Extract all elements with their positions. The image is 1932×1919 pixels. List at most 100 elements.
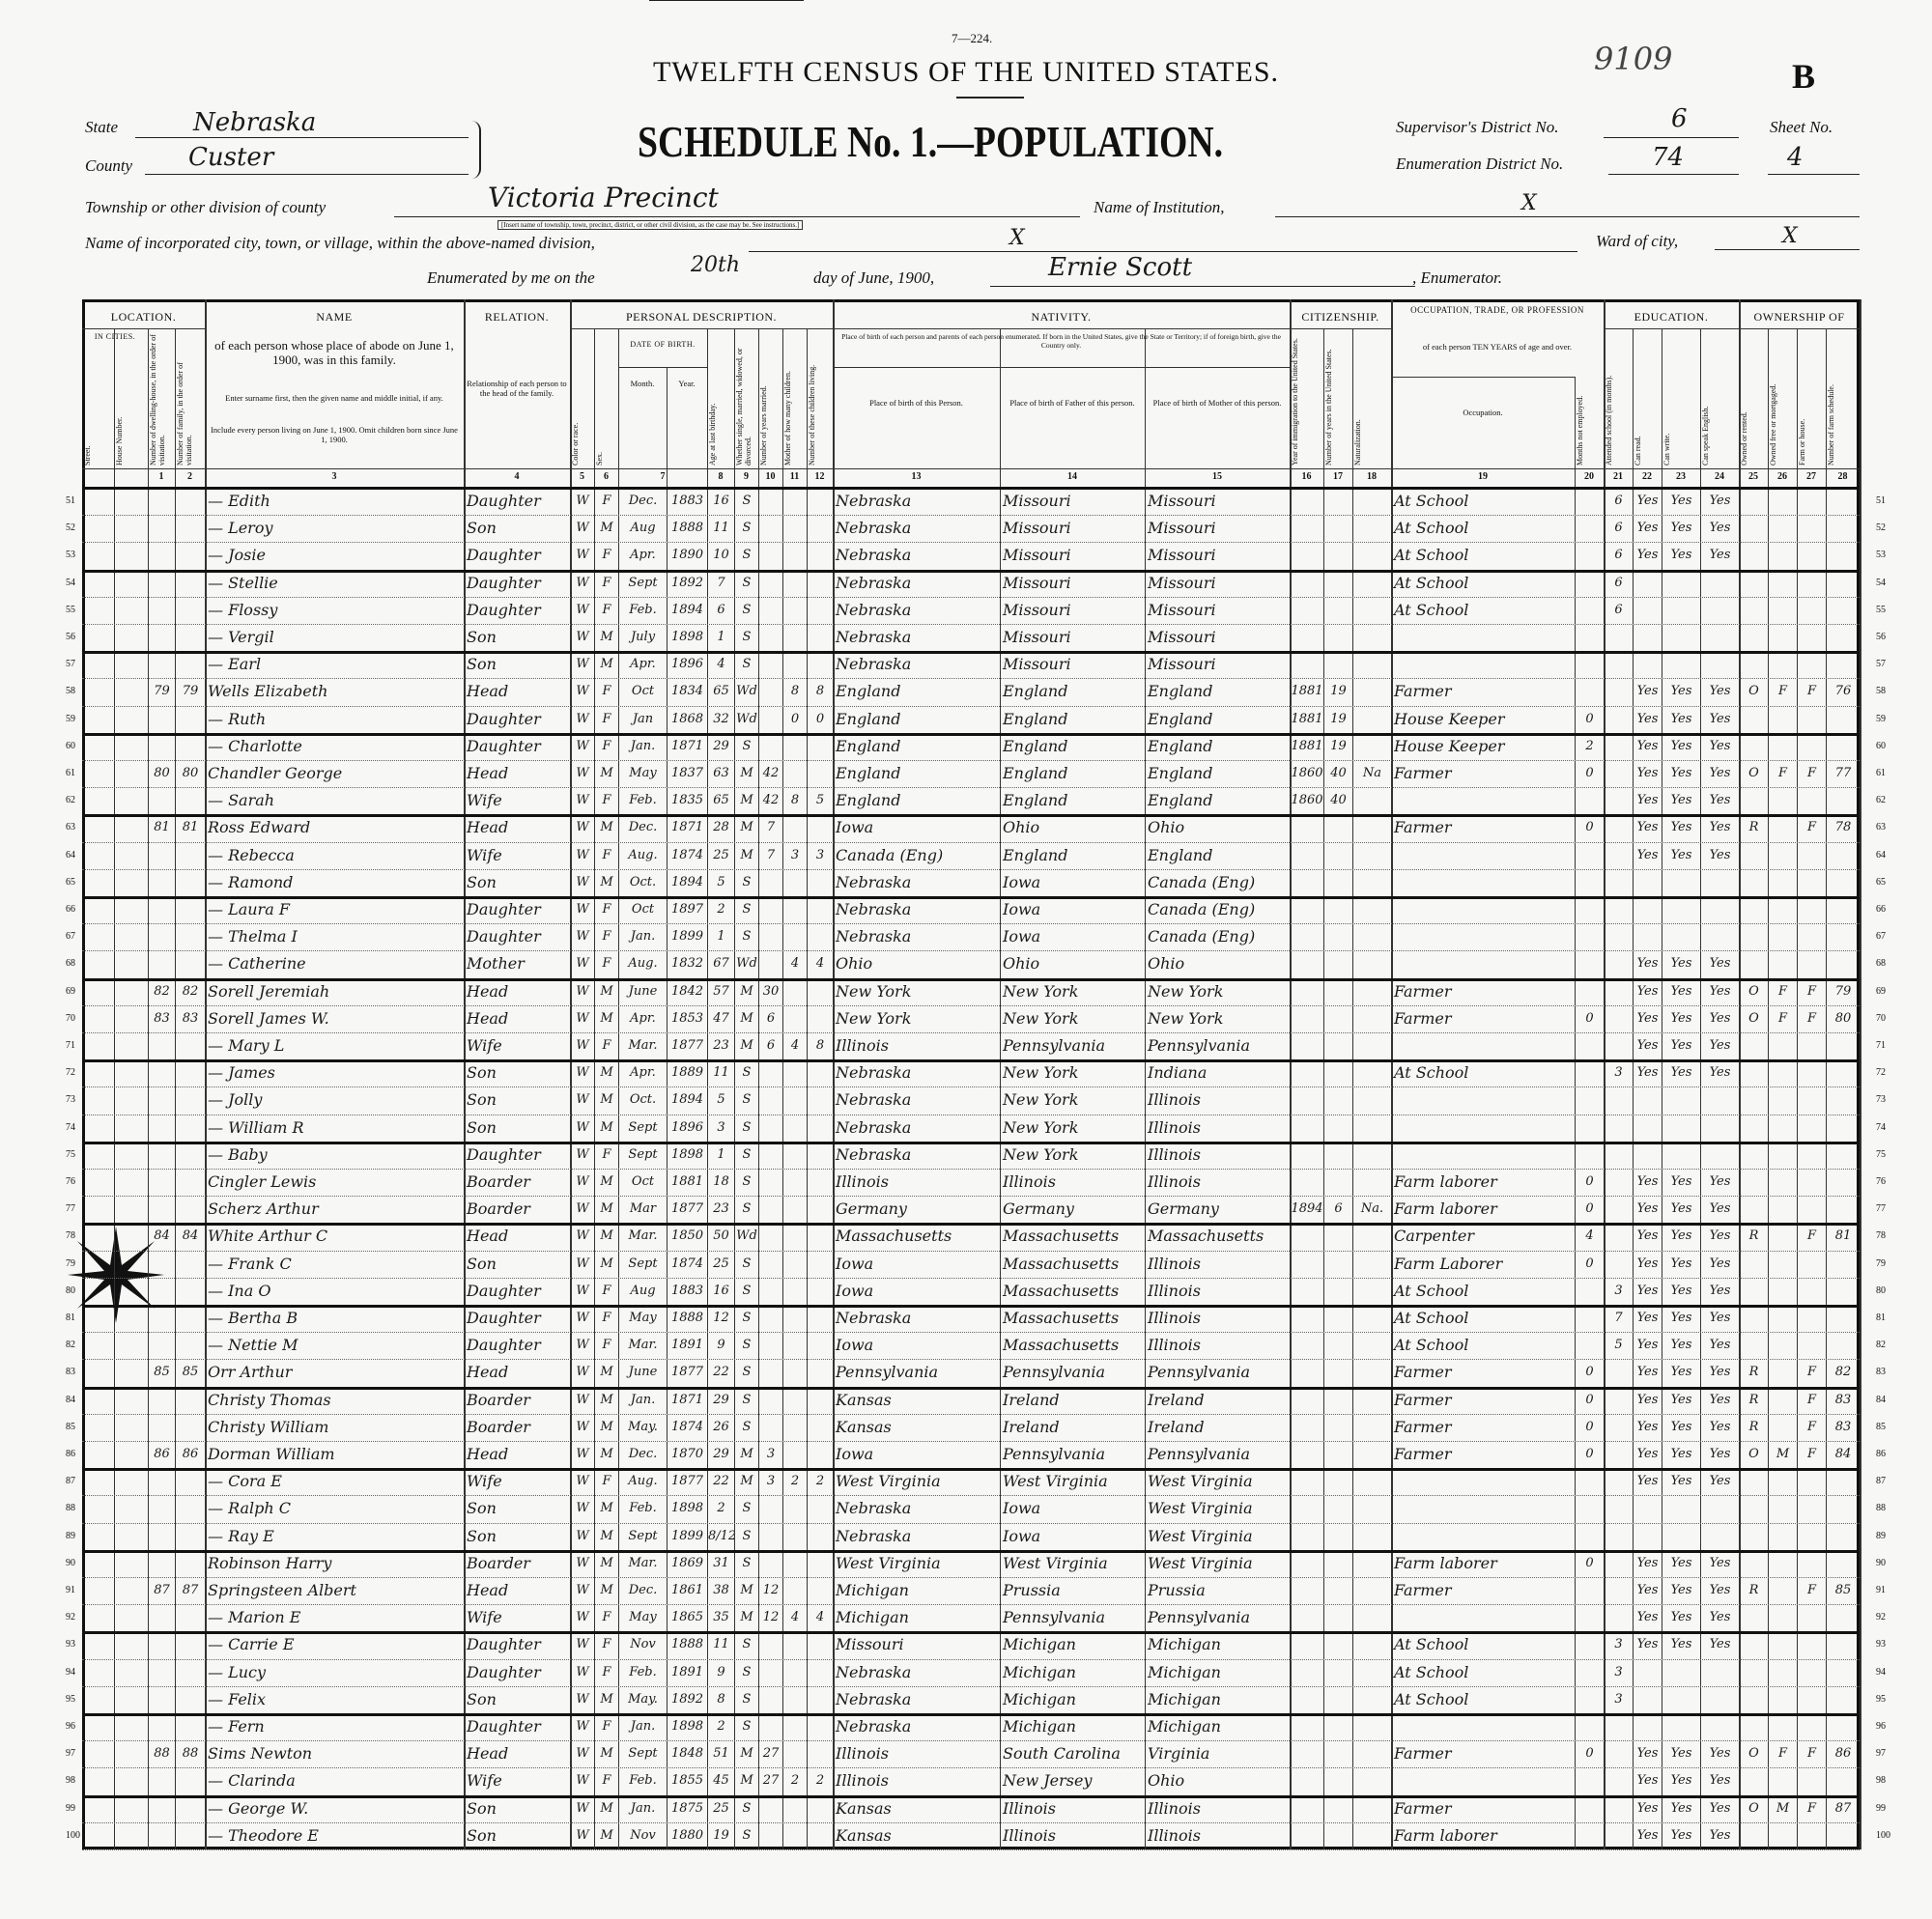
- cell-read: Yes: [1636, 793, 1659, 808]
- cell-mar: S: [742, 521, 752, 536]
- line-number-right: 56: [1876, 632, 1886, 642]
- column-number: 1: [158, 471, 164, 482]
- cell-year: 1880: [670, 1827, 704, 1843]
- column-number: 27: [1806, 471, 1816, 482]
- line-number-left: 52: [66, 522, 75, 534]
- cell-read: Yes: [1636, 1637, 1659, 1652]
- cell-occ: At School: [1394, 519, 1469, 538]
- header-group-relation: RELATION.: [484, 310, 550, 324]
- cell-rel: Son: [467, 519, 497, 538]
- census-title: TWELFTH CENSUS OF THE UNITED STATES.: [652, 56, 1280, 88]
- column-label-age: Age at last birthday.: [708, 403, 717, 466]
- row-divider-heavy: [82, 814, 1860, 818]
- cell-eng: Yes: [1709, 1201, 1731, 1217]
- cell-sex: F: [602, 1474, 611, 1489]
- cell-color: W: [576, 1447, 589, 1461]
- cell-year: 1894: [670, 1092, 704, 1108]
- cell-read: Yes: [1636, 1746, 1659, 1762]
- cell-age: 11: [713, 1637, 729, 1652]
- cell-mbp: Pennsylvania: [1148, 1363, 1251, 1382]
- cell-bp: Nebraska: [836, 546, 912, 565]
- column-label-farm: Farm or house.: [1798, 418, 1806, 466]
- line-number-left: 53: [66, 550, 75, 561]
- cell-rel: Boarder: [467, 1417, 530, 1436]
- cell-bp: Iowa: [836, 1281, 874, 1300]
- cell-color: W: [576, 956, 589, 972]
- cell-write: Yes: [1670, 983, 1692, 999]
- cell-fam: 81: [182, 820, 199, 835]
- row-divider: [82, 1577, 1860, 1578]
- column-divider: [175, 328, 176, 1849]
- cell-read: Yes: [1636, 1038, 1659, 1053]
- cell-color: W: [576, 1555, 589, 1570]
- cell-rel: Son: [467, 628, 497, 646]
- cell-year: 1891: [670, 1338, 704, 1353]
- cell-sex: M: [600, 1447, 613, 1461]
- line-number-right: 65: [1876, 876, 1886, 888]
- cell-rel: Head: [467, 682, 509, 701]
- cell-mo: 2: [790, 1773, 800, 1789]
- row-divider: [82, 868, 1860, 870]
- cell-fbp: New York: [1003, 1144, 1079, 1164]
- cell-own: R: [1748, 1228, 1759, 1244]
- cell-read: Yes: [1636, 1447, 1659, 1461]
- column-number: 15: [1212, 471, 1222, 482]
- relation-description: Relationship of each person to the head …: [467, 379, 567, 398]
- brace: [471, 121, 481, 179]
- cell-name: — Sarah: [208, 791, 275, 810]
- cell-color: W: [576, 1256, 589, 1271]
- cell-bp: Ohio: [836, 954, 873, 974]
- cell-fbp: West Virginia: [1003, 1472, 1108, 1491]
- cell-age: 28: [713, 820, 729, 835]
- column-divider: [1797, 328, 1798, 1849]
- cell-occ: House Keeper: [1394, 736, 1505, 755]
- cell-age: 22: [713, 1365, 729, 1380]
- cell-farm: F: [1806, 766, 1817, 780]
- cell-fbp: England: [1003, 682, 1068, 701]
- cell-age: 11: [713, 521, 729, 536]
- cell-rel: Son: [467, 1526, 497, 1545]
- cell-sched: 85: [1834, 1583, 1852, 1597]
- cell-age: 2: [717, 902, 725, 917]
- cell-mbp: Ireland: [1148, 1417, 1205, 1436]
- group-divider: [464, 299, 466, 1849]
- cell-unemp: 0: [1585, 1365, 1594, 1380]
- cell-mbp: West Virginia: [1148, 1499, 1253, 1518]
- cell-age: 25: [713, 847, 729, 862]
- cell-fam: 79: [182, 684, 199, 699]
- cell-rel: Head: [467, 818, 509, 837]
- cell-read: Yes: [1636, 820, 1659, 835]
- cell-fbp: Michigan: [1003, 1662, 1076, 1681]
- cell-month: Sept: [628, 1746, 658, 1762]
- group-divider: [1391, 299, 1393, 1849]
- cell-bp: England: [836, 682, 901, 701]
- cell-month: Mar.: [628, 1228, 658, 1244]
- cell-mar: M: [740, 1773, 753, 1789]
- cell-free: M: [1776, 1800, 1790, 1816]
- cell-month: Oct: [631, 902, 655, 917]
- cell-sex: F: [602, 929, 611, 945]
- cell-sex: F: [602, 1610, 611, 1625]
- cell-year: 1875: [670, 1800, 704, 1816]
- cell-name: — Ramond: [208, 872, 294, 891]
- line-number-right: 89: [1876, 1530, 1886, 1541]
- cell-rel: Daughter: [467, 546, 541, 565]
- cell-month: Jan.: [630, 1392, 656, 1407]
- row-divider: [82, 1196, 1860, 1198]
- township-value: Victoria Precinct: [488, 182, 719, 213]
- cell-fbp: Missouri: [1003, 600, 1071, 619]
- cell-mo: 8: [790, 684, 800, 699]
- cell-mar: M: [740, 766, 753, 780]
- cell-month: Nov: [630, 1827, 656, 1843]
- cell-color: W: [576, 1365, 589, 1380]
- row-divider: [82, 1413, 1860, 1415]
- cell-bp: West Virginia: [836, 1553, 941, 1572]
- table-frame: [82, 299, 1860, 1849]
- line-number-right: 90: [1876, 1557, 1886, 1568]
- column-number: 10: [765, 471, 776, 482]
- cell-sch: 6: [1614, 494, 1623, 508]
- line-number-right: 63: [1876, 822, 1886, 833]
- cell-age: 25: [713, 1800, 729, 1816]
- cell-sex: F: [602, 738, 611, 753]
- cell-rel: Boarder: [467, 1553, 530, 1572]
